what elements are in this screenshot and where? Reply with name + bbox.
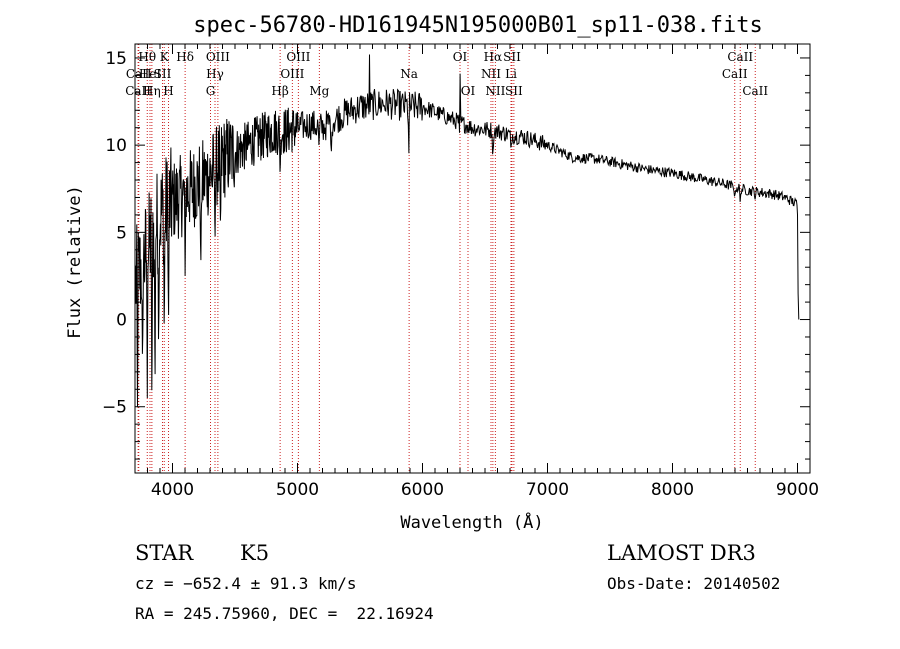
x-tick-label: 4000 — [151, 480, 194, 500]
chart-title: spec-56780-HD161945N195000B01_sp11-038.f… — [193, 13, 763, 38]
spectral-line-label: SII — [505, 84, 523, 98]
x-axis-label: Wavelength (Å) — [400, 511, 543, 533]
spectral-line-label: Hη — [143, 84, 161, 98]
spectral-line-label: H — [163, 84, 173, 98]
x-tick-label: 6000 — [401, 480, 444, 500]
x-tick-label: 5000 — [276, 480, 319, 500]
y-axis-ticks: −5 0 5 10 15 — [102, 49, 810, 460]
redshift-info: cz = −652.4 ± 91.3 km/s — [135, 574, 357, 593]
spectral-line-label: Hβ — [271, 84, 288, 98]
spectral-line-label: Hα — [484, 50, 503, 64]
y-tick-label: 0 — [116, 311, 127, 331]
object-subclass: K5 — [240, 541, 270, 565]
spectral-line-label: NII — [485, 84, 505, 98]
spectral-line-label: G — [206, 84, 216, 98]
x-tick-label: 7000 — [526, 480, 569, 500]
spectral-line-label: CaII — [742, 84, 768, 98]
coordinates: RA = 245.75960, DEC = 22.16924 — [135, 604, 434, 623]
spectral-line-label: Hθ — [138, 50, 156, 64]
y-tick-label: 15 — [105, 49, 127, 69]
spectral-line-label: CaII — [727, 50, 753, 64]
spectral-line-label: SII — [503, 50, 521, 64]
y-tick-label: 10 — [105, 136, 127, 156]
survey-name: LAMOST DR3 — [607, 541, 756, 565]
spectral-line-label: OIII — [206, 50, 230, 64]
spectral-line-label: HeI — [139, 67, 162, 81]
spectral-line-label: Hγ — [206, 67, 224, 81]
spectral-line-label: K — [160, 50, 170, 64]
spectral-line-label: SII — [154, 67, 172, 81]
spectral-line-label: Na — [400, 67, 418, 81]
x-axis-ticks: 4000 5000 6000 7000 8000 9000 — [147, 44, 819, 500]
y-tick-label: 5 — [116, 223, 127, 243]
x-tick-label: 8000 — [651, 480, 694, 500]
spectral-line-label: OIII — [286, 50, 310, 64]
spectral-line-label: OIII — [280, 67, 304, 81]
x-tick-label: 9000 — [776, 480, 819, 500]
y-axis-label: Flux (relative) — [65, 185, 85, 339]
spectral-line-label: OI — [461, 84, 476, 98]
spectral-line-markers — [137, 44, 756, 473]
flux-series-line — [135, 54, 800, 407]
spectral-line-label: Hδ — [176, 50, 194, 64]
spectral-line-label: OI — [453, 50, 468, 64]
plot-frame — [134, 43, 811, 474]
observation-date: Obs-Date: 20140502 — [607, 574, 781, 593]
spectral-line-label: CaII — [126, 67, 152, 81]
spectral-line-label: CaII — [125, 84, 151, 98]
spectral-line-label: Mg — [309, 84, 329, 98]
spectral-line-label: NII — [481, 67, 501, 81]
y-tick-label: −5 — [102, 398, 127, 418]
spectral-line-label: Li — [505, 67, 517, 81]
spectral-line-label: CaII — [722, 67, 748, 81]
object-class: STAR — [135, 541, 194, 565]
